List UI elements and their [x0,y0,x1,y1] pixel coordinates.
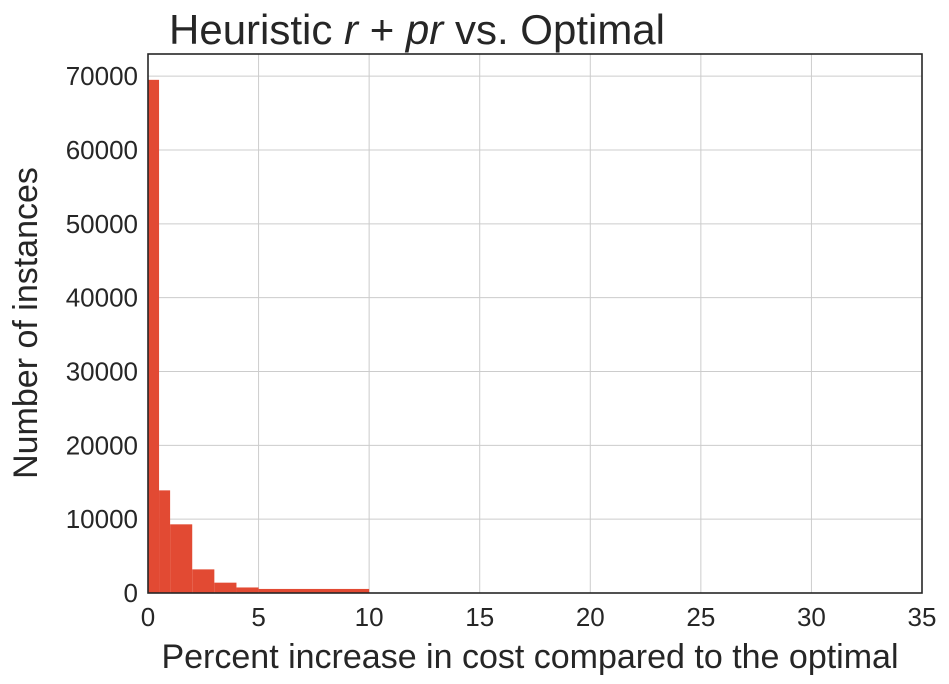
x-tick-label: 20 [576,602,605,632]
x-tick-label: 30 [797,602,826,632]
title-math-r: r [344,6,360,53]
x-tick-label: 5 [251,602,265,632]
title-suffix: vs. Optimal [443,6,665,53]
histogram-bar [258,588,370,593]
y-tick-label: 70000 [66,61,138,91]
title-math-plus: + [358,6,406,53]
y-tick-label: 40000 [66,283,138,313]
chart-title: Heuristic r + pr vs. Optimal [169,6,665,53]
histogram-bar [214,582,237,593]
x-tick-label: 35 [908,602,937,632]
y-axis-label: Number of instances [7,167,45,479]
histogram-bar [159,490,171,593]
histogram-bar [148,79,160,593]
grid-lines [147,54,923,594]
title-math-pr: pr [404,6,445,53]
x-tick-labels: 0 5 10 15 20 25 30 35 [141,602,937,632]
histogram-bar [170,524,193,593]
x-tick-label: 25 [686,602,715,632]
title-prefix: Heuristic [169,6,344,53]
y-tick-label: 20000 [66,430,138,460]
x-tick-label: 0 [141,602,155,632]
x-tick-label: 15 [465,602,494,632]
histogram-bar [192,569,215,593]
x-axis-label: Percent increase in cost compared to the… [161,638,898,676]
histogram-bars [148,79,370,593]
plot-frame [147,53,923,594]
y-tick-label: 60000 [66,135,138,165]
y-tick-labels: 0 10000 20000 30000 40000 50000 60000 70000 [66,61,138,608]
y-tick-label: 10000 [66,504,138,534]
y-tick-label: 50000 [66,209,138,239]
histogram-bar [236,587,259,593]
y-tick-label: 0 [124,578,138,608]
y-tick-label: 30000 [66,356,138,386]
x-tick-label: 10 [355,602,384,632]
